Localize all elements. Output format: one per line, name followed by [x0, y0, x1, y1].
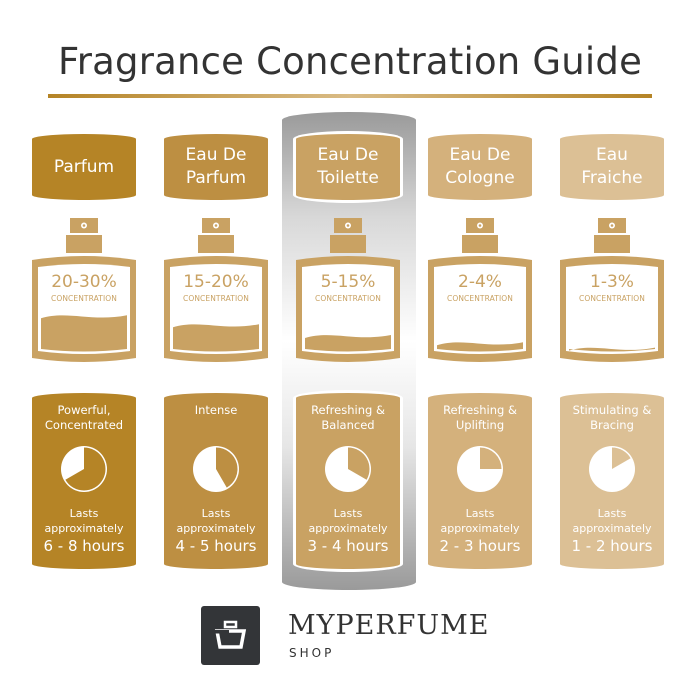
- characteristics-card: Powerful, Concentrated Lasts approximately…: [32, 393, 136, 569]
- clock-icon: [61, 446, 107, 492]
- clock-icon: [193, 446, 239, 492]
- perfume-bottle-icon: [560, 218, 664, 362]
- description-line: Balanced: [321, 418, 375, 432]
- lasts-line: Lasts: [201, 507, 231, 520]
- page-title: Fragrance Concentration Guide: [57, 40, 643, 83]
- brand-name: MYPERFUME: [288, 610, 490, 641]
- description: Powerful, Concentrated: [32, 403, 136, 433]
- name-line: Eau De: [317, 145, 379, 165]
- fragrance-type-label: Eau De Toilette: [296, 134, 400, 200]
- title-divider: [48, 94, 652, 98]
- lasts-label: Lasts approximately: [32, 506, 136, 536]
- description: Intense: [164, 403, 268, 418]
- clock-icon: [457, 446, 503, 492]
- lasts-line: Lasts: [465, 507, 495, 520]
- characteristics-card: Intense Lasts approximately 4 - 5 hours: [164, 393, 268, 569]
- concentration-value: 15-20%: [183, 272, 249, 292]
- logo: [201, 606, 260, 665]
- name-line: Cologne: [445, 168, 515, 188]
- name-line: Eau De: [449, 145, 511, 165]
- concentration-label: CONCENTRATION: [183, 294, 249, 303]
- description: Stimulating & Bracing: [560, 403, 664, 433]
- fragrance-type-name: Eau De Cologne: [445, 144, 514, 190]
- fragrance-type-label: Parfum: [32, 134, 136, 200]
- duration-hours: 6 - 8 hours: [43, 537, 125, 555]
- lasts-line: Lasts: [597, 507, 627, 520]
- concentration-value: 5-15%: [320, 272, 376, 292]
- liquid-level: [305, 335, 391, 352]
- concentration-label: CONCENTRATION: [51, 294, 117, 303]
- fragrance-type-label: Eau Fraiche: [560, 134, 664, 200]
- brand-subtitle: SHOP: [289, 646, 335, 660]
- concentration-value: 20-30%: [51, 272, 117, 292]
- liquid-level: [173, 324, 259, 352]
- duration-hours: 4 - 5 hours: [175, 537, 257, 555]
- clock-wedge: [216, 447, 238, 488]
- fragrance-type-label: Eau De Cologne: [428, 134, 532, 200]
- name-line: Eau: [596, 145, 628, 165]
- name-line: Fraiche: [581, 168, 643, 188]
- description-line: Refreshing &: [443, 403, 517, 417]
- concentration-label: CONCENTRATION: [315, 294, 381, 303]
- clock-icon: [325, 446, 371, 492]
- description-line: Intense: [194, 403, 238, 417]
- description-line: Concentrated: [44, 418, 124, 432]
- description: Refreshing & Balanced: [296, 403, 400, 433]
- fragrance-type-name: Parfum: [54, 156, 114, 179]
- perfume-basket-icon: [214, 620, 247, 649]
- liquid-level: [437, 342, 523, 352]
- description-line: Stimulating &: [572, 403, 652, 417]
- clock-wedge: [65, 447, 106, 491]
- concentration-value: 2-4%: [458, 272, 502, 292]
- lasts-line: approximately: [176, 522, 256, 535]
- characteristics-card: Refreshing & Balanced Lasts approximately 3…: [296, 393, 400, 569]
- clock-wedge: [612, 447, 631, 469]
- perfume-bottle-icon: [164, 218, 268, 362]
- name-line: Parfum: [53, 156, 115, 177]
- lasts-line: approximately: [44, 522, 124, 535]
- lasts-line: Lasts: [333, 507, 363, 520]
- lasts-line: approximately: [308, 522, 388, 535]
- clock-wedge: [348, 447, 370, 480]
- perfume-bottle-icon: [32, 218, 136, 362]
- duration-hours: 2 - 3 hours: [439, 537, 521, 555]
- lasts-line: approximately: [440, 522, 520, 535]
- description-line: Uplifting: [455, 418, 505, 432]
- concentration-label: CONCENTRATION: [579, 294, 645, 303]
- lasts-line: approximately: [572, 522, 652, 535]
- fragrance-type-name: Eau De Parfum: [186, 144, 247, 190]
- fragrance-type-label: Eau De Parfum: [164, 134, 268, 200]
- lasts-label: Lasts approximately: [296, 506, 400, 536]
- description-line: Powerful,: [57, 403, 111, 417]
- characteristics-card: Refreshing & Uplifting Lasts approximately…: [428, 393, 532, 569]
- name-line: Parfum: [185, 168, 247, 188]
- concentration-label: CONCENTRATION: [447, 294, 513, 303]
- clock-icon: [589, 446, 635, 492]
- lasts-label: Lasts approximately: [428, 506, 532, 536]
- description-line: Refreshing &: [311, 403, 385, 417]
- description-line: Bracing: [590, 418, 634, 432]
- name-line: Toilette: [317, 168, 379, 188]
- description: Refreshing & Uplifting: [428, 403, 532, 433]
- lasts-line: Lasts: [69, 507, 99, 520]
- clock-wedge: [480, 447, 502, 469]
- liquid-level: [41, 315, 127, 352]
- name-line: Eau De: [185, 145, 247, 165]
- fragrance-type-name: Eau De Toilette: [317, 144, 379, 190]
- lasts-label: Lasts approximately: [164, 506, 268, 536]
- lasts-label: Lasts approximately: [560, 506, 664, 536]
- perfume-bottle-icon: [428, 218, 532, 362]
- duration-hours: 3 - 4 hours: [307, 537, 389, 555]
- characteristics-card: Stimulating & Bracing Lasts approximately 1…: [560, 393, 664, 569]
- duration-hours: 1 - 2 hours: [571, 537, 653, 555]
- perfume-bottle-icon: [296, 218, 400, 362]
- concentration-value: 1-3%: [590, 272, 634, 292]
- liquid-level: [569, 347, 655, 352]
- fragrance-type-name: Eau Fraiche: [581, 144, 642, 190]
